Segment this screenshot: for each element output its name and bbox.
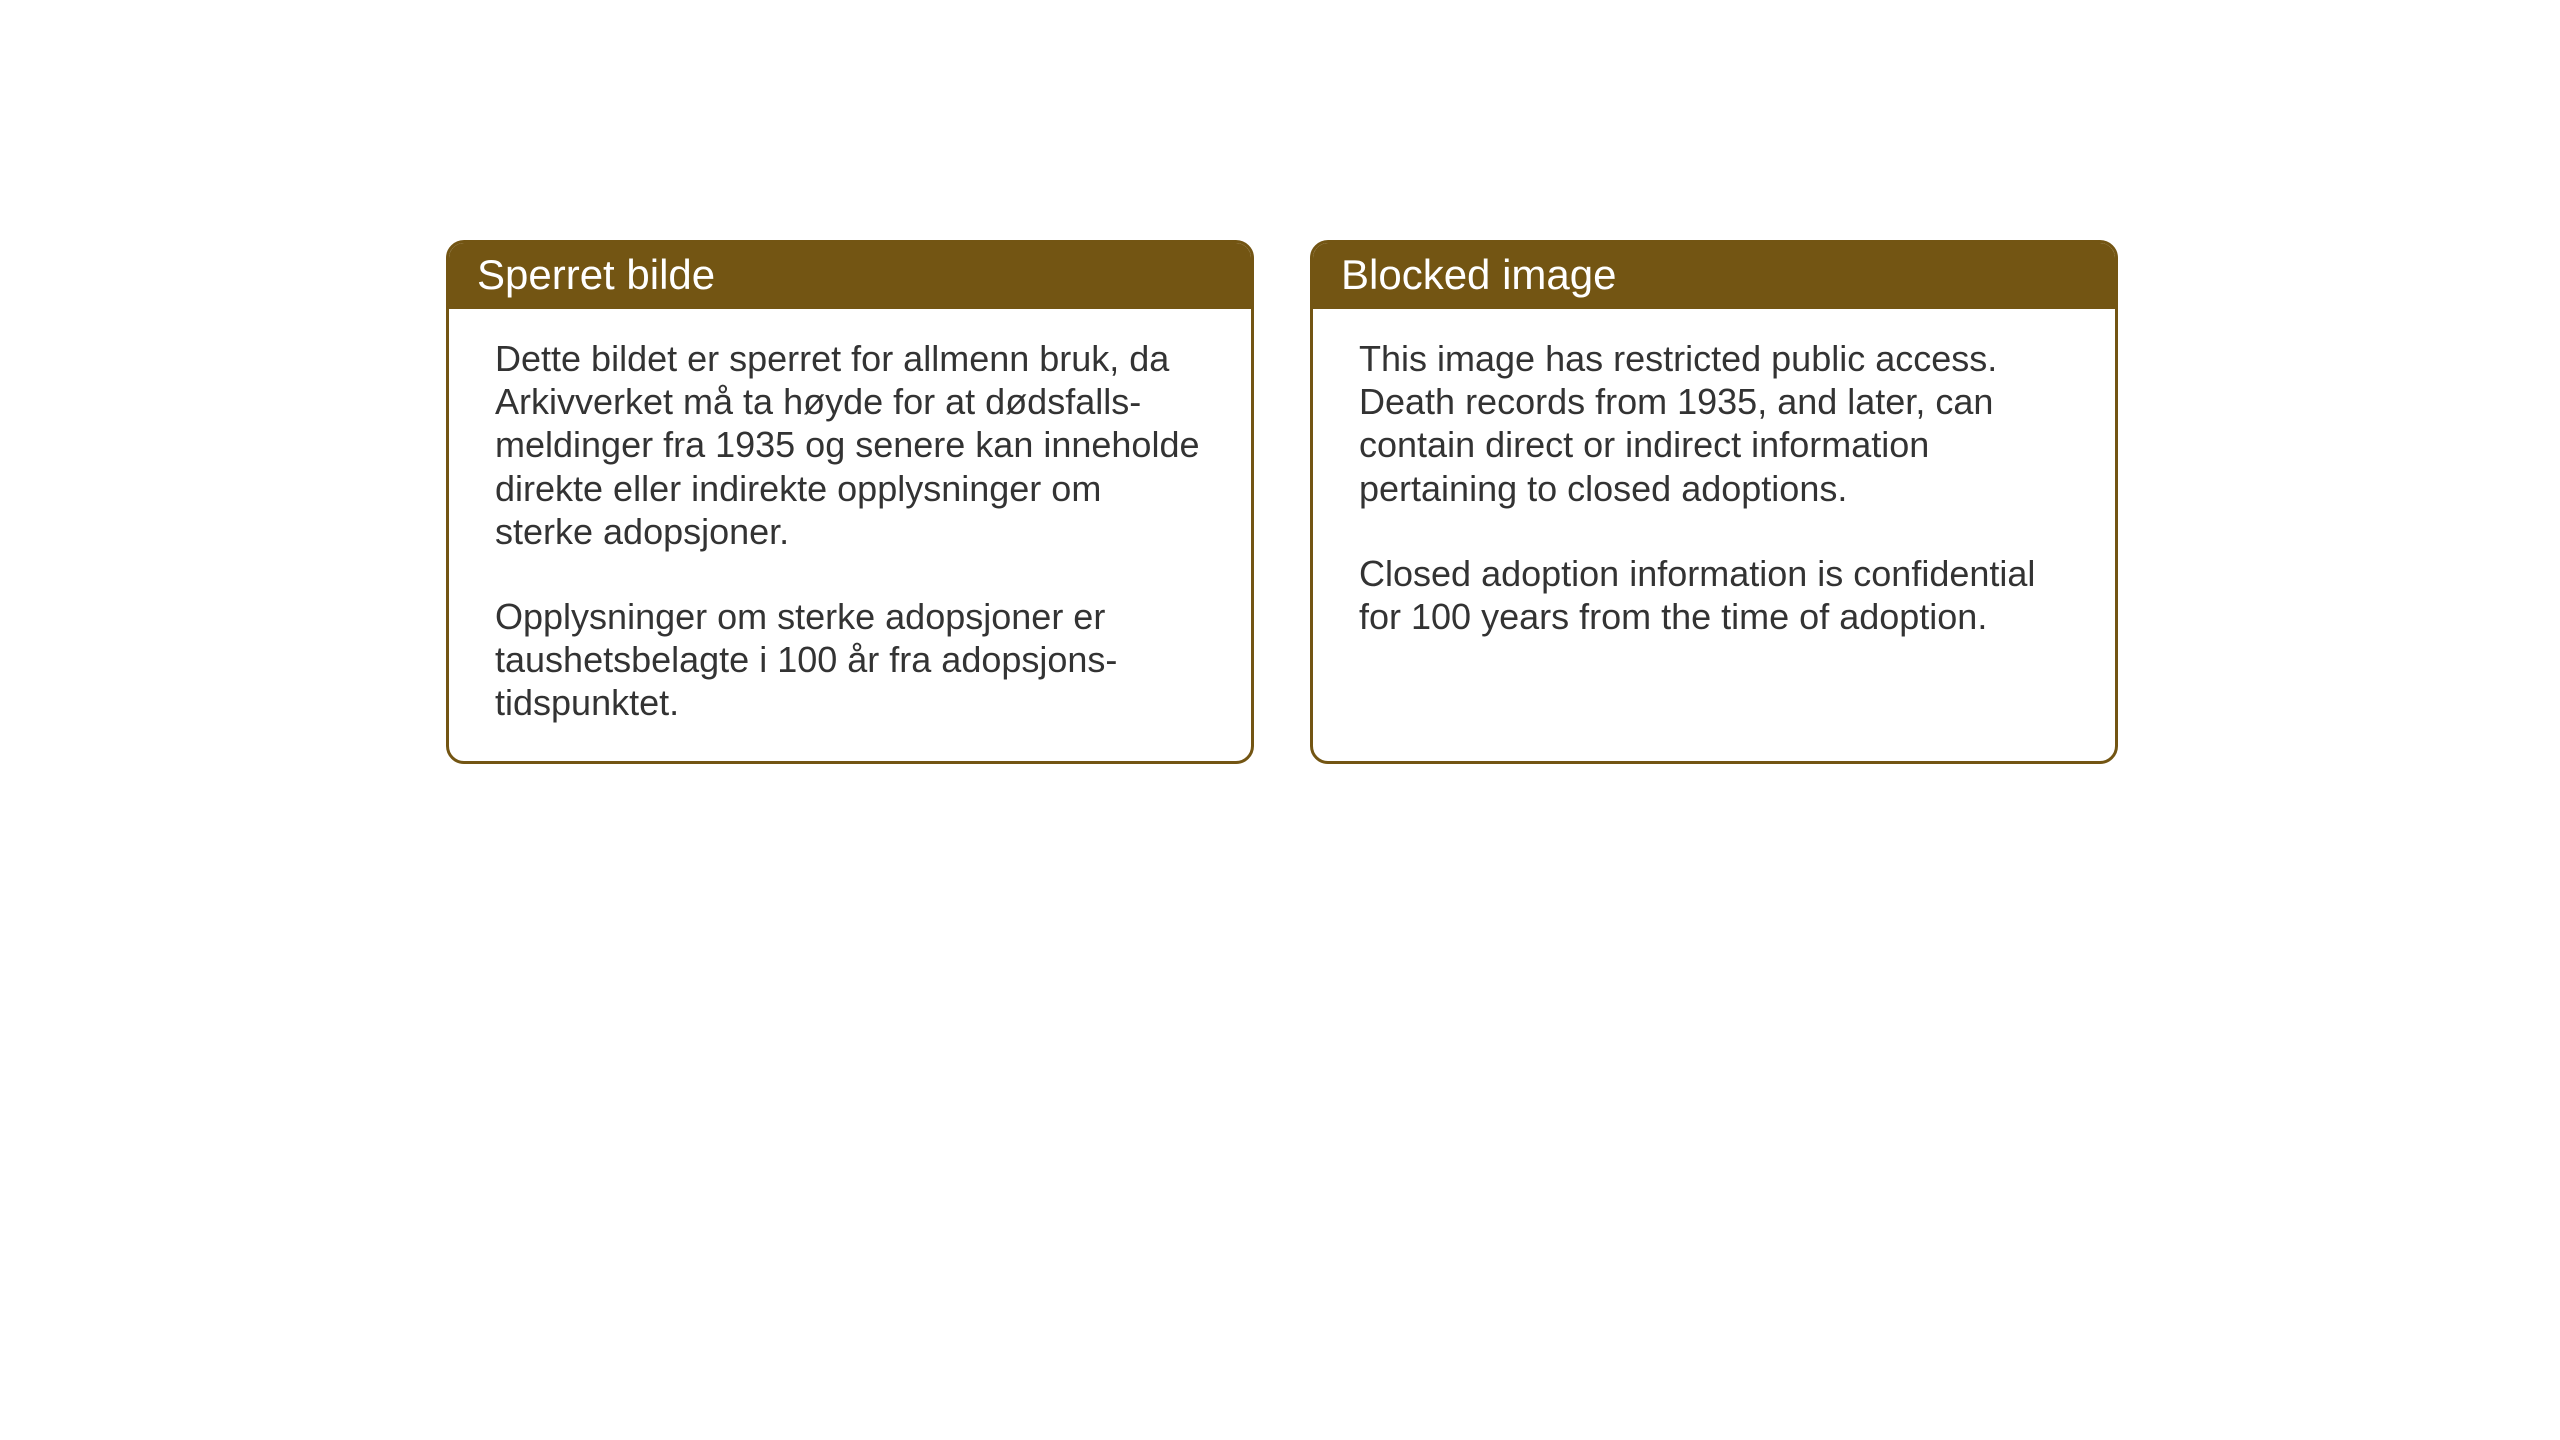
card-paragraph-english-2: Closed adoption information is confident… (1359, 552, 2069, 638)
notice-container: Sperret bilde Dette bildet er sperret fo… (446, 240, 2118, 764)
notice-card-english: Blocked image This image has restricted … (1310, 240, 2118, 764)
notice-card-norwegian: Sperret bilde Dette bildet er sperret fo… (446, 240, 1254, 764)
card-paragraph-norwegian-1: Dette bildet er sperret for allmenn bruk… (495, 337, 1205, 553)
card-title-english: Blocked image (1341, 251, 1616, 298)
card-body-english: This image has restricted public access.… (1313, 309, 2115, 674)
card-body-norwegian: Dette bildet er sperret for allmenn bruk… (449, 309, 1251, 761)
card-title-norwegian: Sperret bilde (477, 251, 715, 298)
card-paragraph-norwegian-2: Opplysninger om sterke adopsjoner er tau… (495, 595, 1205, 725)
card-header-english: Blocked image (1313, 243, 2115, 309)
card-header-norwegian: Sperret bilde (449, 243, 1251, 309)
card-paragraph-english-1: This image has restricted public access.… (1359, 337, 2069, 510)
